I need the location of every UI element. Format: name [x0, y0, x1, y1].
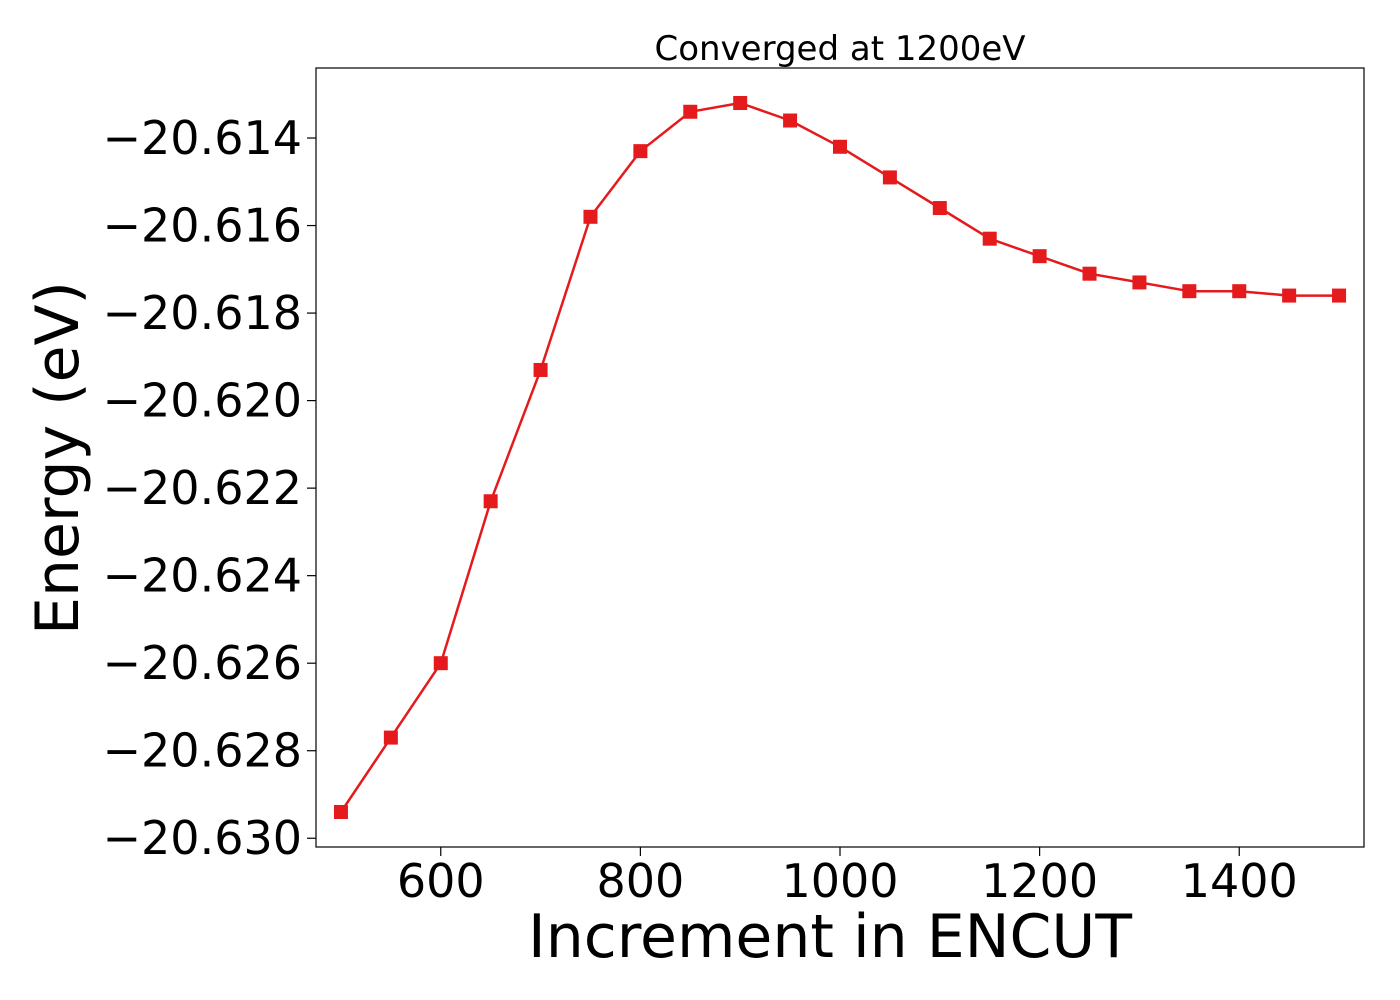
- data-point-marker: [633, 144, 648, 159]
- data-point-marker: [1232, 284, 1247, 299]
- plot-area: 600 800 1000 1200 1400 −20.630 −20.628 −20.626 −…: [103, 67, 1365, 908]
- x-axis-label: Increment in ENCUT: [528, 902, 1132, 972]
- data-point-marker: [583, 209, 598, 224]
- data-point-marker: [932, 201, 947, 216]
- y-tick-label: −20.622: [103, 461, 303, 515]
- data-point-marker: [483, 494, 498, 509]
- chart-title: Converged at 1200eV: [654, 29, 1025, 69]
- series-line: [339, 101, 1339, 813]
- data-point-marker: [1132, 275, 1147, 290]
- x-tick-label: 600: [397, 854, 485, 908]
- data-point-marker: [333, 804, 348, 819]
- x-tick-label: 800: [596, 854, 684, 908]
- x-tick-label: 1200: [981, 854, 1098, 908]
- y-tick-label: −20.620: [103, 374, 303, 428]
- y-tick-label: −20.614: [103, 111, 303, 165]
- data-point-marker: [1282, 288, 1297, 303]
- data-point-marker: [1332, 288, 1347, 303]
- data-point-marker: [533, 362, 548, 377]
- data-point-marker: [383, 730, 398, 745]
- data-point-marker: [1082, 266, 1097, 281]
- data-point-marker: [833, 139, 847, 154]
- y-tick-label: −20.630: [103, 811, 303, 865]
- data-point-marker: [1182, 284, 1197, 299]
- y-tick-label: −20.628: [103, 724, 303, 778]
- data-point-marker: [733, 96, 748, 111]
- data-point-marker: [982, 231, 997, 246]
- data-point-marker: [1032, 249, 1047, 264]
- data-point-marker: [683, 104, 698, 119]
- x-tick-label: 1000: [781, 854, 898, 908]
- plot-frame: [315, 67, 1365, 848]
- y-tick-label: −20.618: [103, 286, 303, 340]
- y-tick-label: −20.616: [103, 199, 303, 253]
- data-point-marker: [882, 170, 897, 185]
- y-axis-label: Energy (eV): [23, 281, 93, 635]
- y-tick-label: −20.626: [103, 636, 303, 690]
- data-point-marker: [783, 113, 798, 128]
- data-point-marker: [433, 656, 448, 671]
- x-tick-label: 1400: [1181, 854, 1298, 908]
- y-tick-label: −20.624: [103, 549, 303, 603]
